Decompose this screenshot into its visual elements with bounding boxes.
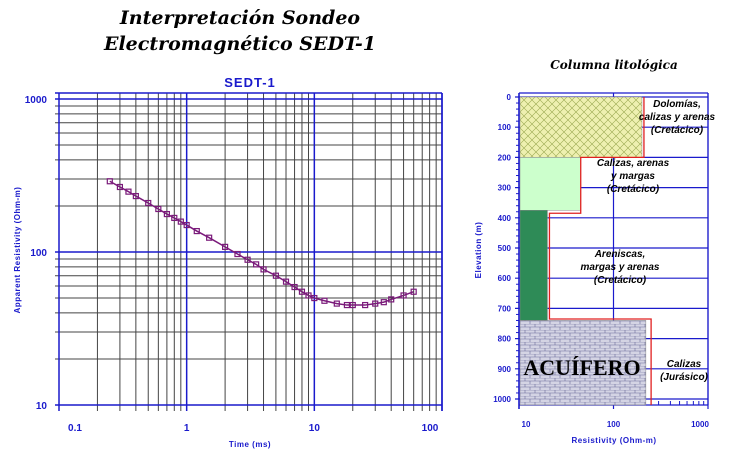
figure-title-line1: Interpretación Sondeo	[119, 7, 361, 29]
layer-label: Areniscas,	[594, 249, 646, 260]
lithology-layer	[519, 210, 548, 321]
layer-label: (Jurásico)	[660, 372, 708, 383]
lithology-column-chart: 0 100 200 300 400 500 600 700 800 900 1000 10 100 100…	[493, 92, 716, 429]
elevation-tick-label: 200	[498, 153, 512, 162]
apparent-resistivity-curve	[109, 180, 414, 306]
model-resistivity-line	[548, 97, 652, 405]
x-tick-label: 10	[309, 423, 321, 434]
layer-label: margas y arenas	[581, 262, 660, 273]
data-point-marker	[333, 300, 340, 307]
x-tick-label: 100	[422, 423, 439, 434]
sounding-y-axis-label: Apparent Resistivity (Ohm-m)	[13, 187, 22, 314]
data-point-marker	[349, 301, 356, 309]
layer-label: Calizas	[667, 359, 702, 370]
figure-title-line2: Electromagnético SEDT-1	[103, 33, 376, 55]
data-point-marker	[177, 218, 184, 225]
elevation-tick-label: 900	[498, 365, 512, 374]
layer-label: (Cretácico)	[607, 184, 660, 195]
elevation-tick-label: 1000	[493, 395, 511, 404]
data-point-marker	[106, 178, 113, 185]
x-tick-label: 1	[184, 423, 190, 434]
x-tick-label: 0.1	[68, 423, 82, 434]
elevation-tick-label: 100	[498, 123, 512, 132]
data-point-marker	[311, 294, 318, 302]
resistivity-tick-label: 1000	[691, 420, 709, 429]
resistivity-tick-label: 10	[522, 420, 531, 429]
data-point-marker	[125, 188, 132, 195]
data-point-marker	[343, 301, 351, 309]
sounding-x-axis-label: Time (ms)	[229, 440, 271, 449]
data-point-marker	[380, 299, 387, 306]
data-point-marker	[410, 288, 417, 295]
data-point-marker	[244, 256, 251, 263]
data-point-marker	[362, 301, 369, 309]
data-point-marker	[282, 278, 290, 285]
data-point-marker	[400, 292, 407, 299]
lithology-layer	[519, 320, 647, 406]
y-tick-label: 1000	[25, 95, 48, 106]
y-tick-label: 10	[36, 401, 48, 412]
data-point-marker	[321, 297, 328, 304]
elevation-tick-label: 500	[498, 244, 512, 253]
lithology-layer	[519, 157, 581, 211]
elevation-tick-label: 600	[498, 274, 512, 283]
data-point-marker	[132, 192, 139, 200]
layer-label: Dolomías,	[653, 99, 701, 110]
lithology-layer	[519, 96, 643, 158]
layer-label: (Cretácico)	[594, 275, 647, 286]
elevation-tick-label: 300	[498, 184, 512, 193]
data-point-marker	[388, 296, 395, 303]
data-point-marker	[193, 227, 200, 235]
sounding-chart-title: SEDT-1	[224, 75, 276, 90]
data-point-marker	[260, 266, 267, 273]
elevation-tick-label: 400	[498, 214, 512, 223]
data-point-marker	[234, 250, 241, 258]
sounding-chart: 0.1 1 10 100 10 100 1000	[25, 92, 443, 434]
data-point-marker	[291, 283, 298, 291]
data-point-marker	[183, 221, 190, 229]
y-tick-label: 100	[30, 248, 47, 259]
data-point-marker	[116, 183, 124, 191]
layer-label: (Cretácico)	[651, 125, 704, 136]
elevation-tick-label: 800	[498, 335, 512, 344]
data-point-marker	[221, 243, 229, 250]
layer-label: calizas y arenas	[639, 112, 716, 123]
data-point-marker	[206, 234, 213, 241]
data-point-marker	[372, 300, 379, 307]
aquifer-label: ACUÍFERO	[523, 355, 640, 380]
column-x-axis-label: Resistivity (Ohm-m)	[571, 436, 656, 445]
column-y-axis-label: Elevation (m)	[474, 222, 483, 279]
data-point-marker	[298, 288, 306, 295]
data-point-marker	[253, 261, 260, 268]
layer-label: y margas	[610, 171, 655, 182]
elevation-tick-label: 700	[498, 304, 512, 313]
data-point-marker	[305, 292, 312, 299]
resistivity-tick-label: 100	[607, 420, 621, 429]
column-title: Columna litológica	[550, 58, 677, 72]
layer-label: Calizas, arenas	[597, 158, 670, 169]
data-point-marker	[272, 272, 280, 279]
data-point-marker	[171, 214, 178, 222]
data-point-marker	[145, 199, 152, 207]
data-point-marker	[155, 205, 162, 213]
data-point-marker	[163, 210, 170, 218]
elevation-tick-label: 0	[507, 93, 512, 102]
